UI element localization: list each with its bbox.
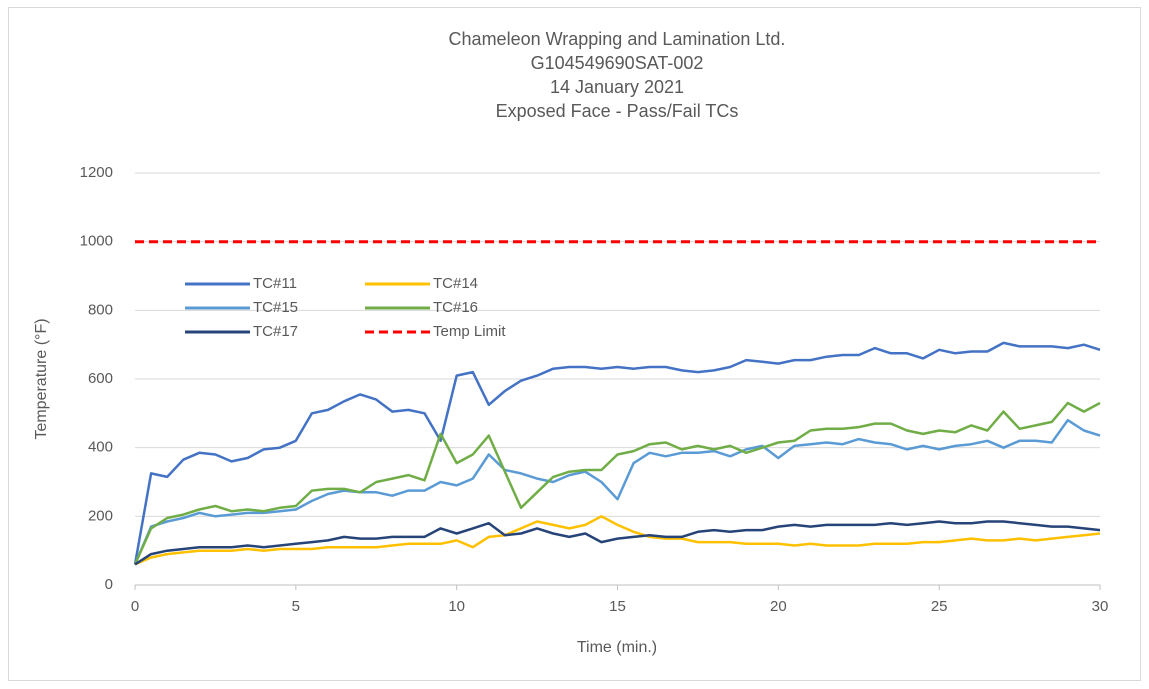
chart-title: Chameleon Wrapping and Lamination Ltd.	[449, 29, 786, 49]
legend-label: TC#17	[253, 323, 298, 340]
legend-label: TC#14	[433, 275, 478, 292]
y-tick-label: 200	[88, 507, 113, 524]
chart-title: 14 January 2021	[550, 77, 684, 97]
y-tick-label: 0	[105, 576, 113, 593]
chart-frame	[8, 7, 1141, 681]
x-tick-label: 5	[292, 598, 300, 615]
x-axis-title: Time (min.)	[577, 639, 657, 656]
legend-label: TC#15	[253, 299, 298, 316]
series-line	[134, 520, 1101, 566]
x-tick-label: 25	[931, 598, 948, 615]
series-line	[134, 515, 1101, 566]
x-tick-label: 20	[770, 598, 787, 615]
y-tick-label: 400	[88, 439, 113, 456]
legend-label: Temp Limit	[433, 323, 506, 340]
y-axis-title: Temperature (°F)	[33, 318, 50, 439]
y-tick-label: 600	[88, 370, 113, 387]
chart-title: Exposed Face - Pass/Fail TCs	[496, 101, 739, 121]
series-line	[133, 418, 1101, 565]
series-line	[133, 401, 1101, 565]
legend-label: TC#16	[433, 299, 478, 316]
x-tick-label: 15	[609, 598, 626, 615]
x-tick-label: 10	[448, 598, 465, 615]
x-tick-label: 30	[1092, 598, 1109, 615]
x-tick-label: 0	[131, 598, 139, 615]
series-line	[133, 341, 1101, 565]
legend-label: TC#11	[253, 275, 297, 292]
y-tick-label: 1200	[80, 164, 113, 181]
y-tick-label: 1000	[80, 233, 113, 250]
y-tick-label: 800	[88, 301, 113, 318]
chart-title: G104549690SAT-002	[531, 53, 704, 73]
